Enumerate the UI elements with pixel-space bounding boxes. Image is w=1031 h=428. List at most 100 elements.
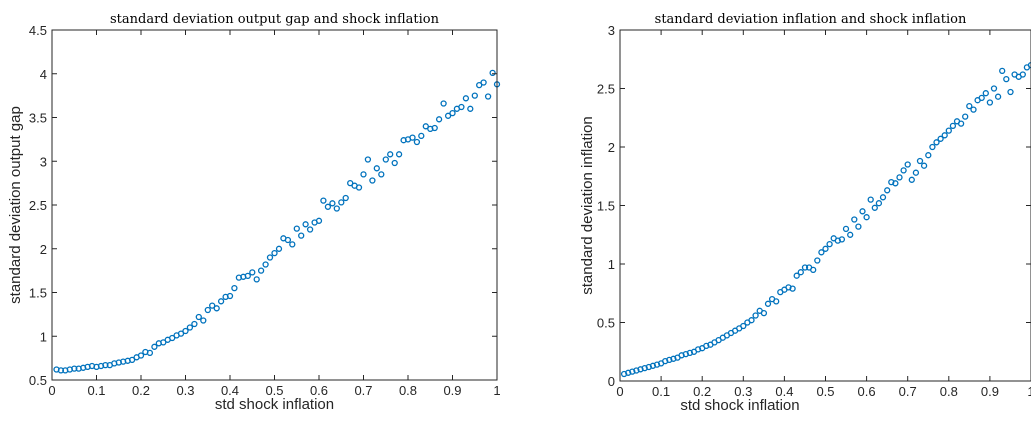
data-point: [471, 92, 478, 99]
data-point: [480, 79, 487, 86]
data-point: [387, 151, 394, 158]
data-point: [262, 261, 269, 268]
data-point: [191, 320, 198, 328]
data-point: [826, 240, 833, 248]
x-tick-label: 0: [48, 383, 55, 398]
data-point: [347, 179, 354, 187]
data-point: [838, 236, 846, 243]
data-point: [916, 157, 924, 165]
data-point: [999, 67, 1006, 75]
y-tick-label: 3.5: [29, 111, 47, 126]
data-point: [937, 135, 944, 142]
chart-2: 0 0.1 0.2 0.3 0.4 0.5 0.6 0.7 0.8 0.9 1 0 0.5 1 1.5 2 2.…: [579, 12, 1031, 414]
y-tick-label: 1: [40, 329, 47, 344]
data-point: [875, 200, 883, 207]
data-point: [810, 266, 817, 274]
data-point: [863, 214, 870, 221]
data-point: [195, 313, 202, 321]
data-point: [986, 99, 994, 106]
data-point: [435, 116, 443, 123]
data-point: [740, 322, 747, 330]
data-point: [884, 187, 891, 194]
data-point: [752, 312, 759, 319]
data-point: [859, 208, 866, 215]
x-tick-label: 0.1: [87, 383, 105, 398]
chart-1: 0 0.1 0.2 0.3 0.4 0.5 0.6 0.7 0.8 0.9 1 0.5 1 1.5 2 2.5…: [7, 12, 501, 413]
y-tick-label: 2: [40, 242, 47, 257]
data-point: [360, 171, 367, 178]
data-point: [418, 132, 425, 140]
data-point: [764, 300, 772, 307]
y-tick-label: 1.5: [597, 199, 615, 214]
y-tick-label: 0: [608, 374, 615, 389]
x-tick-label: 0.7: [354, 383, 372, 398]
data-point: [970, 106, 977, 113]
data-point: [226, 292, 234, 300]
y-tick-label: 0.5: [29, 373, 47, 388]
data-point: [355, 184, 363, 191]
data-point: [329, 200, 336, 207]
data-point: [271, 249, 278, 257]
data-point: [284, 236, 292, 244]
data-point: [892, 180, 899, 187]
y-tick-label: 1: [608, 257, 615, 272]
y-tick-label: 2.5: [29, 198, 47, 213]
data-point: [320, 197, 327, 204]
y-tick-label: 4.5: [29, 23, 47, 38]
data-point: [760, 309, 768, 317]
y-tick-label: 3: [40, 154, 47, 169]
y-tick-label: 2: [608, 140, 615, 155]
data-points: [53, 69, 501, 374]
data-point: [462, 95, 470, 102]
data-point: [855, 223, 862, 230]
data-point: [467, 105, 474, 112]
data-point: [342, 194, 349, 202]
data-point: [941, 132, 948, 139]
data-point: [912, 169, 920, 176]
data-point: [801, 264, 809, 271]
data-point: [169, 334, 176, 342]
data-point: [793, 272, 800, 279]
x-tick-label: 0.3: [176, 383, 194, 398]
x-tick-label: 0.9: [443, 383, 461, 398]
data-point: [177, 330, 185, 337]
data-point: [994, 93, 1002, 100]
data-point: [200, 317, 207, 324]
data-point: [773, 298, 780, 305]
y-tick-label: 3: [608, 23, 615, 38]
data-point: [847, 231, 854, 238]
data-point: [338, 199, 345, 206]
data-point: [186, 324, 194, 331]
data-point: [686, 349, 694, 357]
data-point: [933, 139, 940, 146]
x-tick-label: 0.6: [858, 384, 876, 399]
data-point: [369, 177, 376, 184]
data-point: [137, 352, 145, 359]
data-point: [851, 216, 858, 223]
data-point: [293, 225, 300, 232]
axes-box: [619, 29, 1031, 382]
data-point: [990, 85, 998, 92]
x-tick-label: 0.7: [899, 384, 917, 399]
data-point: [266, 254, 274, 261]
data-point: [364, 156, 372, 163]
chart-title: standard deviation inflation and shock i…: [655, 12, 967, 27]
data-point: [333, 205, 340, 212]
data-point: [748, 317, 755, 324]
data-point: [315, 217, 323, 224]
data-point: [217, 298, 225, 305]
x-tick-label: 0.1: [652, 384, 670, 399]
data-point: [249, 269, 256, 276]
data-point: [1019, 71, 1026, 78]
data-point: [1003, 75, 1010, 83]
data-point: [797, 269, 804, 276]
data-point: [822, 245, 829, 252]
x-axis-label: std shock inflation: [215, 396, 334, 413]
data-point: [867, 196, 874, 203]
data-point: [391, 159, 398, 167]
data-point: [1007, 88, 1014, 96]
data-point: [484, 93, 492, 100]
data-point: [182, 327, 189, 335]
data-point: [146, 349, 154, 357]
data-point: [966, 102, 973, 110]
